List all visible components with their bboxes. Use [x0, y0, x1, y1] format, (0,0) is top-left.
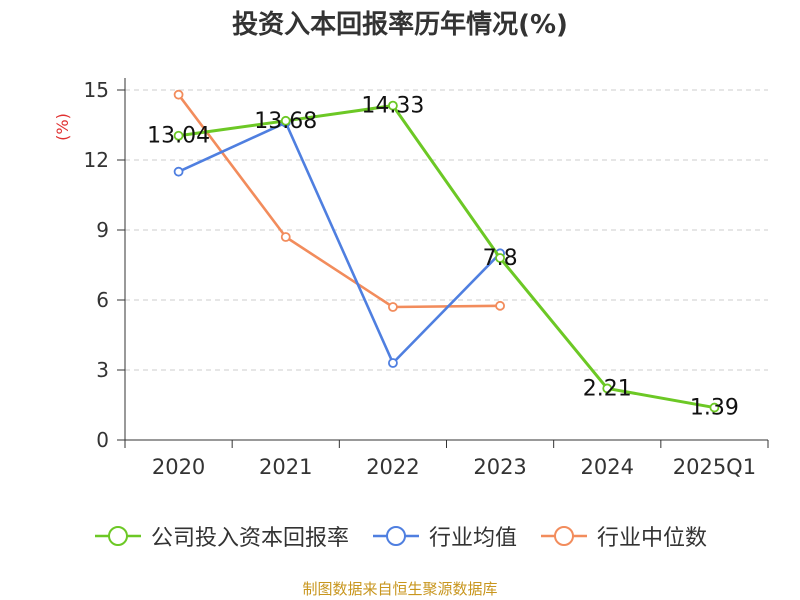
series-line-industry_avg [178, 121, 502, 365]
data-point-company [495, 253, 505, 263]
legend-item-company[interactable]: 公司投入资本回报率 [93, 520, 349, 552]
data-point-industry_avg [388, 358, 398, 368]
data-point-company [280, 115, 291, 126]
legend-swatch-marker [554, 526, 574, 546]
legend-item-industry_avg[interactable]: 行业均值 [371, 520, 517, 552]
data-point-industry_median [495, 300, 505, 311]
data-label: 7.8 [483, 246, 518, 271]
data-point-company [388, 100, 398, 111]
x-tick-label: 2021 [259, 455, 312, 479]
chart-title: 投资入本回报率历年情况(%) [232, 10, 568, 40]
data-point-industry_median [388, 302, 398, 312]
legend-swatch-industry_avg [372, 526, 419, 546]
y-tick-label: 12 [84, 148, 109, 172]
x-tick-label: 2020 [152, 455, 205, 479]
y-tick-label: 0 [96, 428, 109, 452]
data-label: 14.33 [361, 94, 424, 119]
data-point-industry_avg [173, 166, 184, 177]
x-tick-label: 2024 [581, 455, 634, 479]
source-note: 制图数据来自恒生聚源数据库 [302, 580, 498, 598]
y-tick-label: 15 [84, 78, 109, 102]
series-lines [173, 89, 720, 413]
data-label: 2.21 [583, 376, 632, 401]
x-tick-label: 2025Q1 [673, 455, 756, 479]
legend: 公司投入资本回报率 行业均值 行业中位数 [0, 518, 800, 554]
y-tick-label: 6 [96, 288, 109, 312]
data-point-industry_median [173, 89, 184, 100]
y-axis-unit-label: (%) [53, 113, 72, 141]
legend-swatch-marker [385, 526, 406, 546]
data-point-company [709, 402, 720, 413]
y-tick-label: 3 [96, 358, 109, 382]
series-line-industry_median [177, 93, 501, 309]
data-label: 13.04 [147, 124, 210, 149]
axes: 0 3 6 9 12 15 2020 2021 2022 2023 2024 2025Q1 (%) [53, 78, 769, 479]
y-tick-label: 9 [96, 218, 109, 242]
data-labels: 13.04 13.68 14.33 7.8 2.21 1.39 [147, 94, 739, 421]
legend-swatch-company [94, 526, 141, 546]
x-tick-label: 2022 [366, 455, 419, 479]
legend-swatch-marker [107, 526, 128, 546]
data-point-company [173, 130, 184, 141]
legend-label: 行业中位数 [597, 526, 708, 551]
legend-item-industry_median[interactable]: 行业中位数 [539, 520, 707, 552]
legend-label: 行业均值 [428, 526, 517, 551]
line-chart: 0 3 6 9 12 15 2020 2021 2022 2023 2024 2025Q1 (%) 13… [53, 78, 769, 479]
x-tick-label: 2023 [473, 455, 526, 479]
data-point-company [602, 383, 613, 394]
gridlines [125, 89, 768, 371]
data-label: 1.39 [690, 396, 739, 421]
data-point-industry_median [280, 232, 291, 242]
legend-swatch-industry_median [541, 526, 587, 546]
legend-label: 公司投入资本回报率 [150, 526, 349, 551]
series-line-company [178, 104, 715, 410]
data-label: 13.68 [254, 109, 317, 134]
